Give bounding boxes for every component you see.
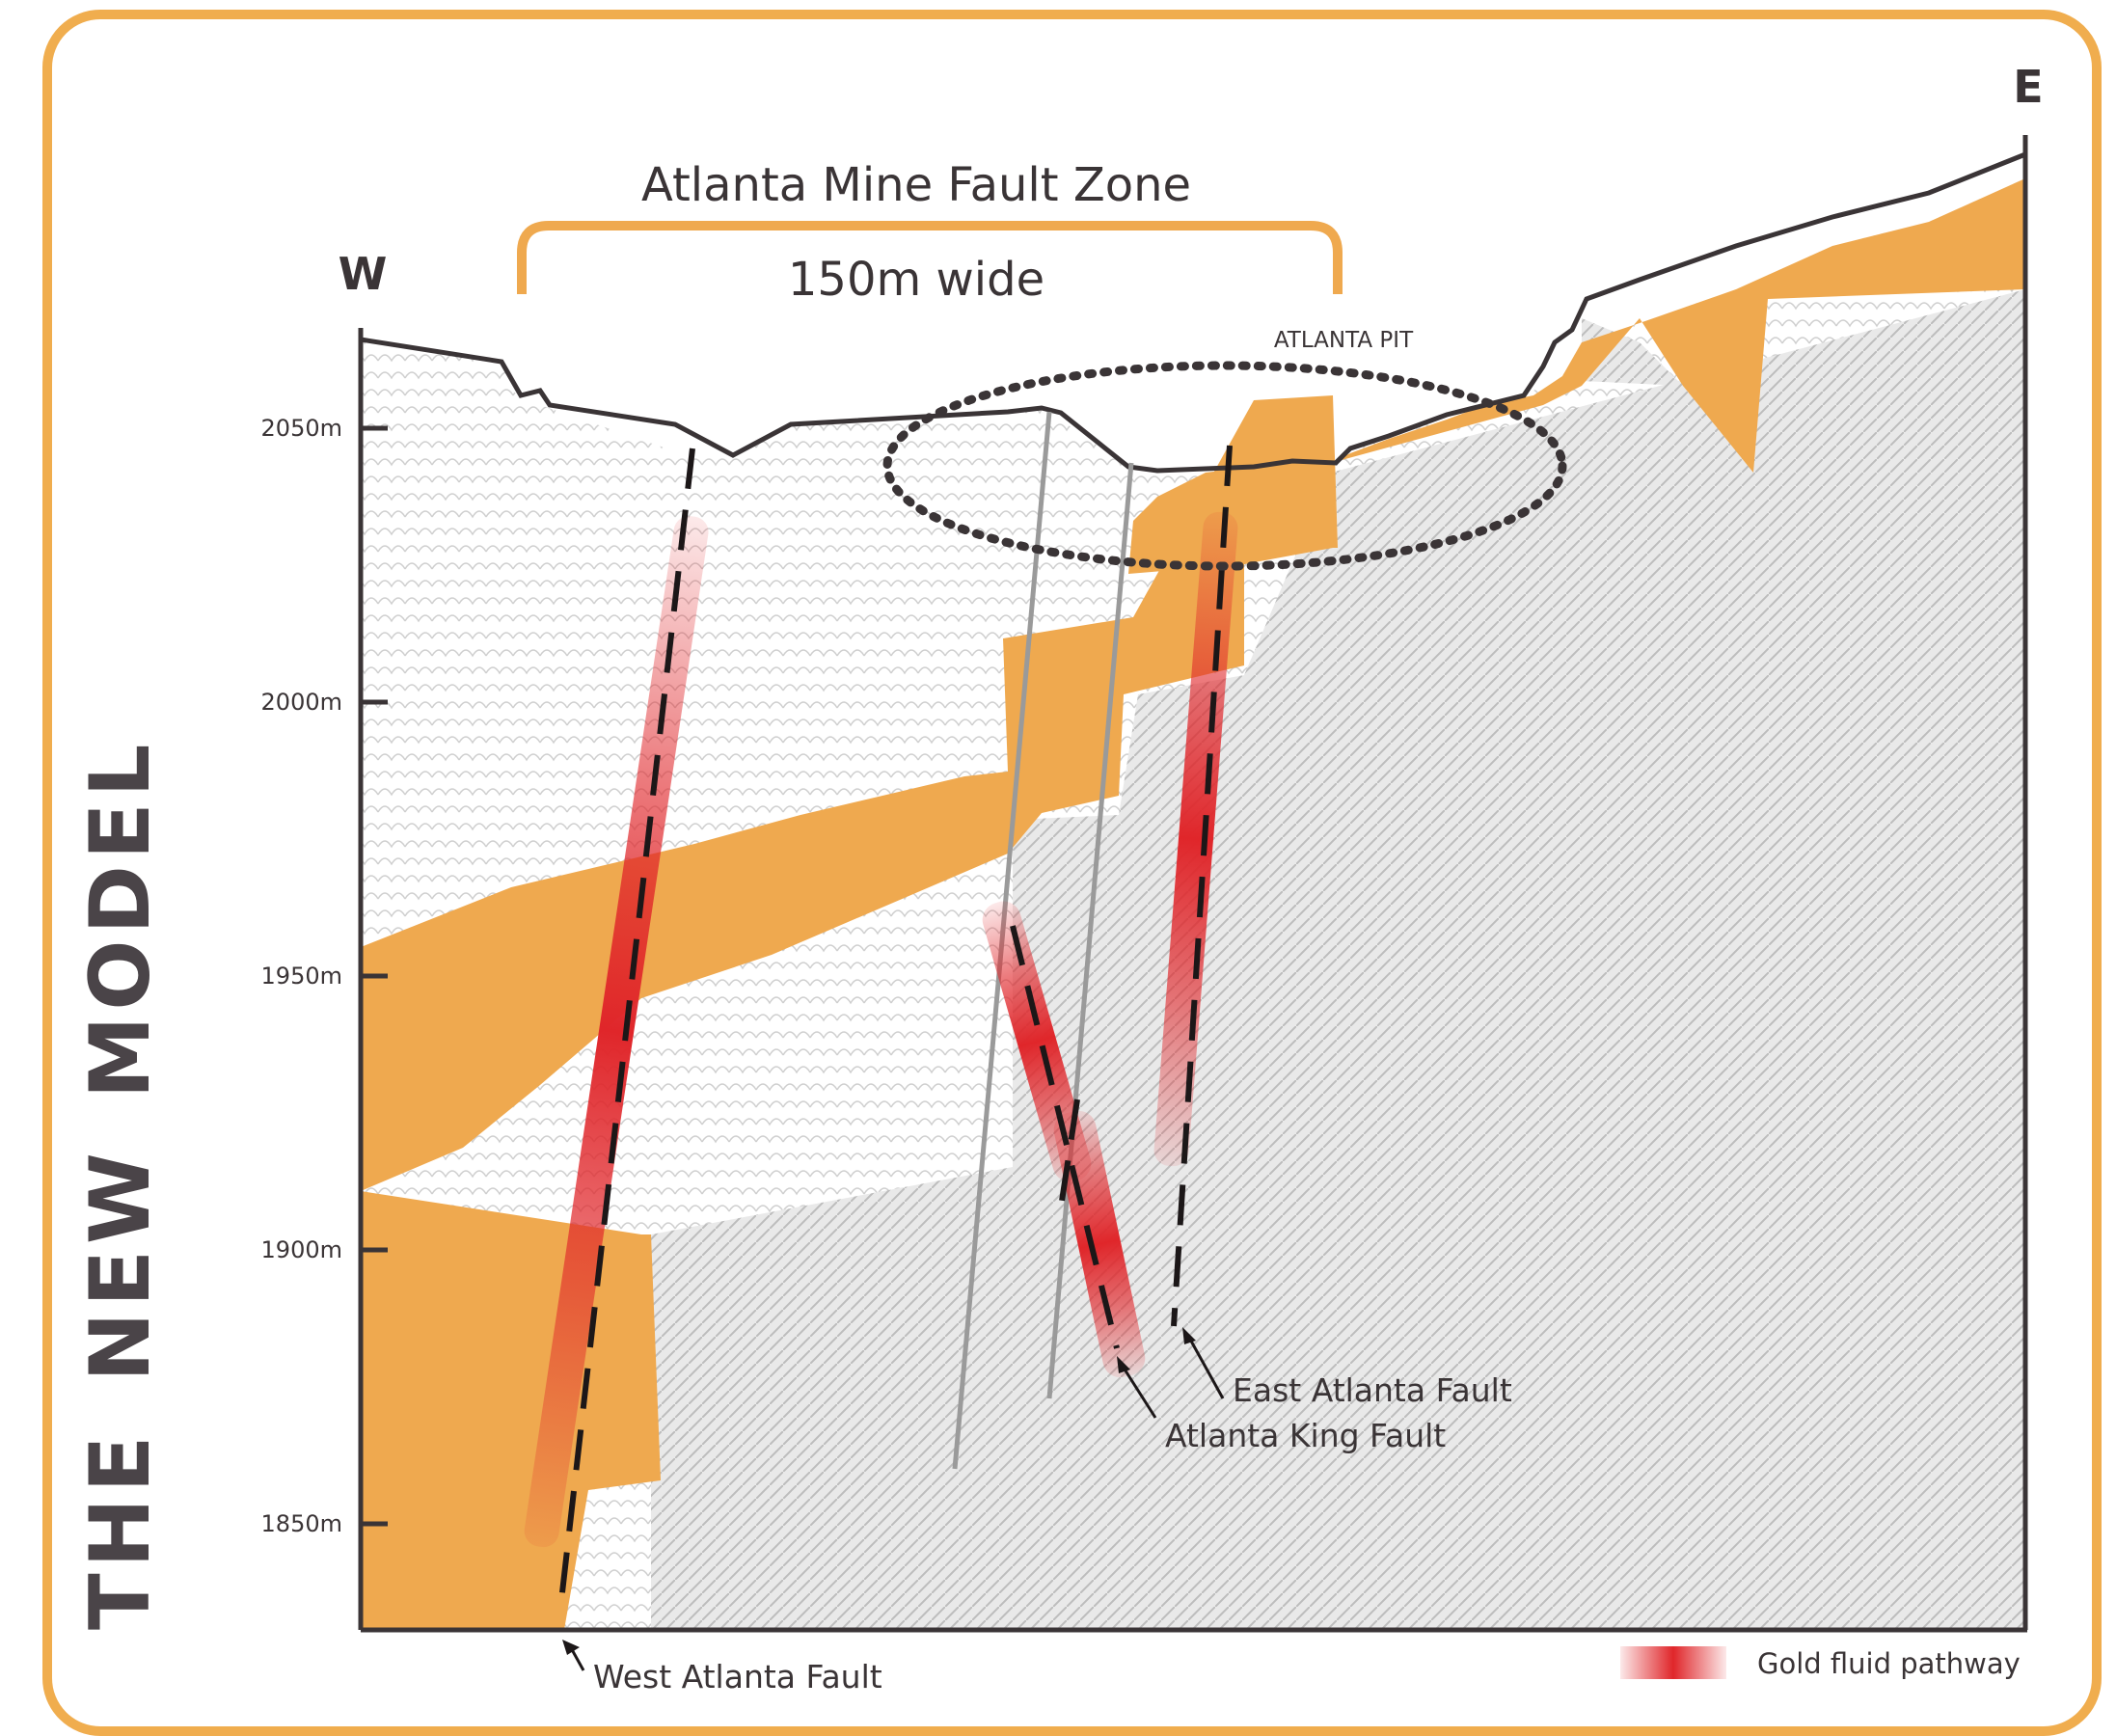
gold-fluid-pathway <box>1153 511 1238 1167</box>
ground-surface-line <box>360 151 2026 474</box>
elevation-tick: 1900m <box>261 1236 388 1263</box>
svg-text:1950m: 1950m <box>261 963 342 990</box>
west-atlanta-fault-line <box>558 448 695 1602</box>
lower-rock-layer <box>651 289 2025 1630</box>
east-atlanta-fault-annotation: East Atlanta Fault <box>1182 1327 1512 1409</box>
svg-text:East Atlanta Fault: East Atlanta Fault <box>1233 1371 1512 1409</box>
orange-stratum-east <box>1331 178 2025 473</box>
svg-text:1850m: 1850m <box>261 1510 342 1537</box>
east-atlanta-fault-line <box>1171 445 1233 1327</box>
atlanta-pit-outline <box>882 361 1567 571</box>
gold-fluid-pathway <box>982 901 1092 1182</box>
svg-text:1900m: 1900m <box>261 1236 342 1263</box>
legend-label: Gold fluid pathway <box>1757 1647 2021 1680</box>
svg-text:Atlanta King Fault: Atlanta King Fault <box>1165 1417 1446 1454</box>
west-atlanta-fault-annotation: West Atlanta Fault <box>562 1640 882 1695</box>
fault-zone-title: Atlanta Mine Fault Zone <box>641 158 1191 212</box>
atlanta-king-fault-annotation: Atlanta King Fault <box>1117 1356 1446 1454</box>
svg-text:2050m: 2050m <box>261 415 342 442</box>
atlanta-king-fault-line <box>1010 925 1120 1349</box>
atlanta-king-fault-line <box>1056 1099 1080 1221</box>
svg-text:West Atlanta Fault: West Atlanta Fault <box>593 1658 882 1695</box>
gold-fluid-pathway <box>524 516 709 1548</box>
fault-zone-bracket <box>517 221 1343 294</box>
west-label: W <box>339 248 388 300</box>
elevation-tick: 2050m <box>261 415 388 442</box>
elevation-tick: 1850m <box>261 1510 388 1537</box>
svg-text:2000m: 2000m <box>261 689 342 716</box>
grey-fault-line <box>1046 462 1134 1399</box>
elevation-tick: 1950m <box>261 963 388 990</box>
atlanta-pit-label: ATLANTA PIT <box>1274 328 1414 353</box>
east-label: E <box>2013 61 2043 113</box>
legend: Gold fluid pathway <box>1620 1646 2021 1680</box>
legend-swatch <box>1620 1646 1726 1679</box>
axes <box>358 135 2028 1633</box>
fault-zone-width: 150m wide <box>788 253 1044 307</box>
elevation-tick: 2000m <box>261 689 388 716</box>
